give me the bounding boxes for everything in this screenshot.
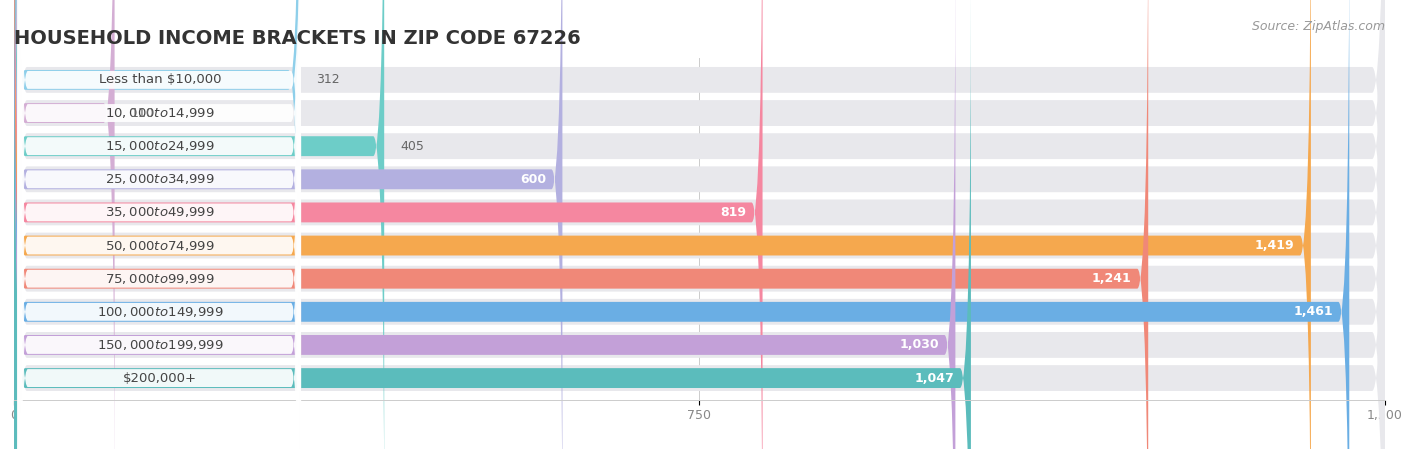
- Text: HOUSEHOLD INCOME BRACKETS IN ZIP CODE 67226: HOUSEHOLD INCOME BRACKETS IN ZIP CODE 67…: [14, 30, 581, 48]
- FancyBboxPatch shape: [18, 0, 301, 436]
- FancyBboxPatch shape: [14, 0, 762, 449]
- FancyBboxPatch shape: [14, 0, 1385, 449]
- FancyBboxPatch shape: [14, 0, 115, 449]
- FancyBboxPatch shape: [18, 0, 301, 449]
- FancyBboxPatch shape: [14, 0, 1385, 449]
- FancyBboxPatch shape: [14, 0, 1385, 449]
- FancyBboxPatch shape: [14, 0, 972, 449]
- Text: $15,000 to $24,999: $15,000 to $24,999: [105, 139, 215, 153]
- FancyBboxPatch shape: [14, 0, 1385, 449]
- FancyBboxPatch shape: [18, 0, 301, 449]
- FancyBboxPatch shape: [14, 0, 1385, 449]
- Text: 312: 312: [315, 73, 339, 86]
- Text: 405: 405: [401, 140, 425, 153]
- Text: $10,000 to $14,999: $10,000 to $14,999: [105, 106, 215, 120]
- Text: $25,000 to $34,999: $25,000 to $34,999: [105, 172, 215, 186]
- Text: 1,241: 1,241: [1092, 272, 1132, 285]
- FancyBboxPatch shape: [14, 0, 1385, 449]
- Text: $75,000 to $99,999: $75,000 to $99,999: [105, 272, 215, 286]
- Text: Less than $10,000: Less than $10,000: [98, 73, 222, 86]
- Text: 1,047: 1,047: [915, 372, 955, 385]
- Text: $35,000 to $49,999: $35,000 to $49,999: [105, 206, 215, 220]
- Text: 1,461: 1,461: [1294, 305, 1333, 318]
- FancyBboxPatch shape: [14, 0, 1385, 449]
- Text: Source: ZipAtlas.com: Source: ZipAtlas.com: [1251, 20, 1385, 33]
- FancyBboxPatch shape: [14, 0, 1385, 449]
- Text: 819: 819: [720, 206, 747, 219]
- FancyBboxPatch shape: [14, 0, 1149, 449]
- FancyBboxPatch shape: [14, 0, 384, 449]
- FancyBboxPatch shape: [14, 0, 1350, 449]
- FancyBboxPatch shape: [14, 0, 1385, 449]
- FancyBboxPatch shape: [18, 0, 301, 449]
- Text: $100,000 to $149,999: $100,000 to $149,999: [97, 305, 224, 319]
- FancyBboxPatch shape: [18, 0, 301, 449]
- FancyBboxPatch shape: [14, 0, 1310, 449]
- FancyBboxPatch shape: [14, 0, 299, 449]
- Text: $200,000+: $200,000+: [124, 372, 197, 385]
- Text: 110: 110: [131, 106, 155, 119]
- FancyBboxPatch shape: [18, 22, 301, 449]
- FancyBboxPatch shape: [18, 0, 301, 449]
- Text: $150,000 to $199,999: $150,000 to $199,999: [97, 338, 224, 352]
- FancyBboxPatch shape: [14, 0, 1385, 449]
- Text: 1,030: 1,030: [900, 339, 939, 352]
- FancyBboxPatch shape: [14, 0, 562, 449]
- Text: $50,000 to $74,999: $50,000 to $74,999: [105, 238, 215, 252]
- FancyBboxPatch shape: [14, 0, 956, 449]
- Text: 600: 600: [520, 173, 546, 186]
- FancyBboxPatch shape: [18, 0, 301, 449]
- FancyBboxPatch shape: [18, 0, 301, 449]
- FancyBboxPatch shape: [18, 0, 301, 449]
- Text: 1,419: 1,419: [1254, 239, 1295, 252]
